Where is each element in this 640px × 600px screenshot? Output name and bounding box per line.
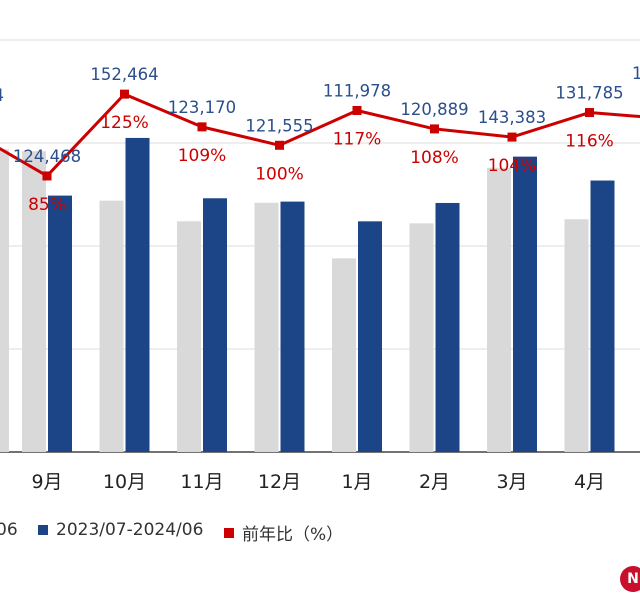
ratio-label-5: 108% <box>410 148 459 168</box>
bar-value-label-partial-left: 4 <box>0 86 4 105</box>
legend-current-swatch <box>38 525 48 535</box>
bar-current-4 <box>358 221 382 452</box>
bar-prior-6 <box>487 167 511 452</box>
bar-value-label-5: 120,889 <box>400 100 468 119</box>
ratio-label-4: 117% <box>333 130 382 150</box>
ratio-marker-4 <box>352 106 362 115</box>
bar-prior-5 <box>409 223 434 452</box>
bar-prior-4 <box>332 258 356 452</box>
bar-prior-3 <box>254 202 279 452</box>
bar-value-label-6: 143,383 <box>478 108 546 127</box>
bar-prior-7 <box>564 219 589 452</box>
bar-current-6 <box>513 156 537 452</box>
legend-prior-label: 06 <box>0 520 18 540</box>
ratio-marker-7 <box>585 108 594 118</box>
legend-ratio-label: 前年比（%） <box>242 525 344 545</box>
ratio-marker-6 <box>507 132 517 142</box>
bar-prior-0 <box>22 151 46 453</box>
x-tick-label-5: 2月 <box>419 471 450 493</box>
bar-value-label-3: 121,555 <box>245 116 313 135</box>
legend: 06 2023/07-2024/06 前年比（%） <box>0 520 640 548</box>
ratio-label-0: 85% <box>28 195 66 215</box>
ratio-marker-2 <box>197 122 207 132</box>
ratio-line <box>0 92 640 178</box>
brand-logo-icon: N <box>620 566 640 592</box>
bar-value-label-0: 124,468 <box>13 147 81 166</box>
ratio-label-6: 104% <box>488 156 537 176</box>
x-tick-label-3: 12月 <box>258 471 301 493</box>
ratio-label-2: 109% <box>178 146 227 166</box>
bar-value-label-1: 152,464 <box>90 65 158 84</box>
legend-ratio: 前年比（%） <box>224 520 343 545</box>
bar-prior-1 <box>99 200 124 452</box>
ratio-marker-3 <box>275 140 284 150</box>
bar-prior-2 <box>177 221 201 452</box>
x-tick-label-6: 3月 <box>496 471 527 493</box>
ratio-label-1: 125% <box>100 113 149 133</box>
bar-current-2 <box>203 198 227 452</box>
combo-chart: 9月 10月 11月 12月 1月 2月 3月 4月 124,468 152,464 123,170… <box>0 39 640 493</box>
legend-prior: 06 <box>0 520 18 540</box>
ratio-label-3: 100% <box>255 164 304 184</box>
x-tick-label-2: 11月 <box>180 471 223 493</box>
ratio-marker-0 <box>42 171 52 181</box>
bar-value-label-partial-right: 1 <box>632 64 640 83</box>
x-tick-label-0: 9月 <box>31 471 62 493</box>
legend-current: 2023/07-2024/06 <box>38 520 203 540</box>
legend-current-label: 2023/07-2024/06 <box>56 520 204 540</box>
x-tick-label-1: 10月 <box>103 471 146 493</box>
bar-current-7 <box>590 180 615 453</box>
bar-prior-partial <box>0 149 9 452</box>
ratio-label-7: 116% <box>565 132 614 152</box>
bar-current-3 <box>280 201 305 452</box>
x-tick-label-4: 1月 <box>341 471 372 493</box>
bar-value-label-2: 123,170 <box>168 98 236 117</box>
ratio-marker-1 <box>120 89 129 99</box>
bar-current-0 <box>48 195 72 452</box>
bar-current-5 <box>435 202 460 452</box>
x-tick-label-7: 4月 <box>574 471 605 493</box>
legend-ratio-swatch <box>224 527 234 538</box>
bar-current-1 <box>125 137 150 452</box>
ratio-marker-5 <box>430 124 439 134</box>
bar-value-label-7: 131,785 <box>555 84 623 103</box>
bar-value-label-4: 111,978 <box>323 82 391 101</box>
